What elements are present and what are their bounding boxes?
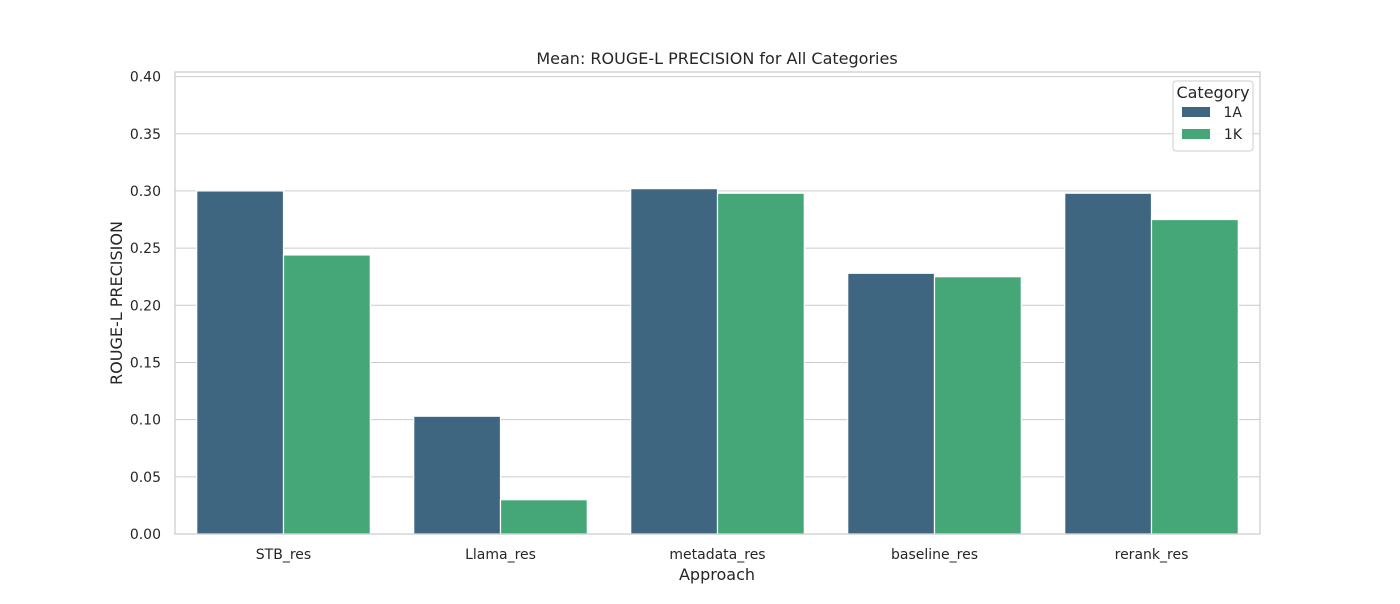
legend-swatch-1A <box>1182 107 1210 117</box>
x-tick-label: baseline_res <box>891 547 978 563</box>
plot-frame <box>174 71 1261 535</box>
y-tick-labels: 0.00 0.05 0.10 0.15 0.20 0.25 0.30 0.35 0.40 <box>130 70 161 543</box>
y-tick-label: 0.05 <box>130 470 161 486</box>
bar-STB_res-1K <box>282 254 371 535</box>
y-tick-label: 0.15 <box>130 355 161 371</box>
x-tick-label: Llama_res <box>465 547 536 563</box>
y-axis-label: ROUGE-L PRECISION <box>107 221 126 385</box>
legend-label-1K: 1K <box>1224 127 1243 143</box>
bars-layer <box>196 188 1239 535</box>
y-tick-label: 0.35 <box>130 127 161 143</box>
bar-baseline_res-1K <box>933 276 1022 535</box>
bar-Llama_res-1A <box>413 415 502 535</box>
legend-label-1A: 1A <box>1224 105 1243 121</box>
bar-rerank_res-1K <box>1150 218 1239 535</box>
legend-title: Category <box>1176 83 1249 102</box>
x-tick-labels: STB_res Llama_res metadata_res baseline_res… <box>256 547 1189 563</box>
y-tick-label: 0.40 <box>130 70 161 86</box>
bar-rerank_res-1A <box>1064 192 1153 535</box>
bar-baseline_res-1A <box>847 272 936 535</box>
y-tick-label: 0.00 <box>130 527 161 543</box>
bar-Llama_res-1K <box>499 499 588 535</box>
y-tick-label: 0.10 <box>130 413 161 429</box>
y-tick-label: 0.30 <box>130 184 161 200</box>
bar-metadata_res-1K <box>716 192 805 535</box>
x-tick-label: STB_res <box>256 547 311 563</box>
chart-title: Mean: ROUGE-L PRECISION for All Categori… <box>536 49 897 68</box>
bar-STB_res-1A <box>196 190 285 535</box>
x-tick-label: rerank_res <box>1115 547 1189 563</box>
legend-swatch-1K <box>1182 129 1210 139</box>
y-tick-label: 0.25 <box>130 241 161 257</box>
bar-metadata_res-1A <box>630 188 719 535</box>
x-axis-label: Approach <box>679 565 755 584</box>
y-tick-label: 0.20 <box>130 298 161 314</box>
x-tick-label: metadata_res <box>669 547 765 563</box>
